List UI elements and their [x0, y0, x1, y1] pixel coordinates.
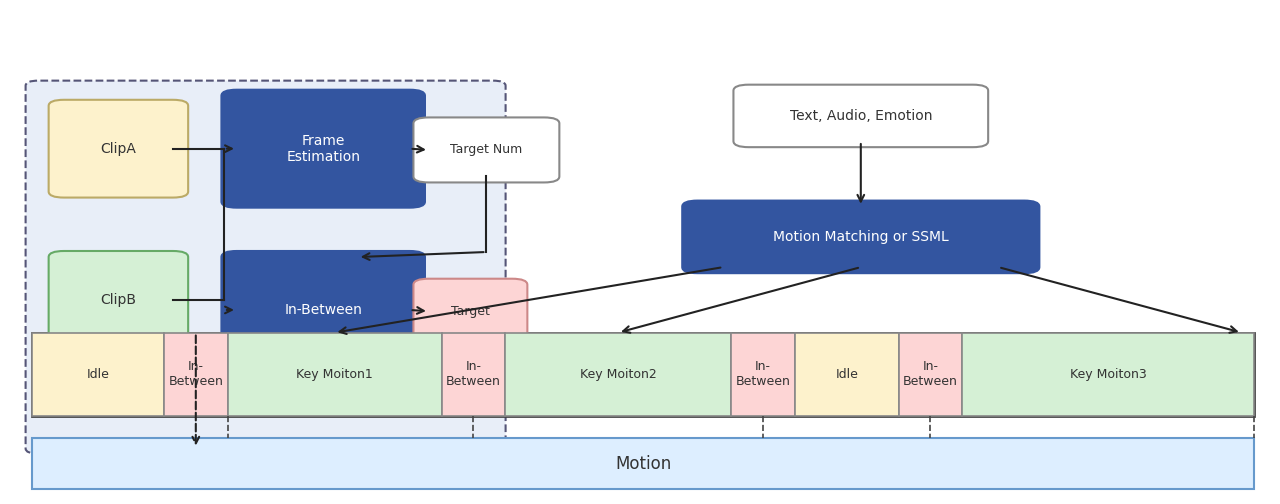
Text: ClipB: ClipB: [100, 293, 137, 307]
Text: Motion: Motion: [616, 455, 671, 473]
Text: In-
Between: In- Between: [736, 360, 791, 388]
Text: Idle: Idle: [836, 368, 858, 381]
Bar: [32, 438, 1254, 489]
FancyBboxPatch shape: [682, 201, 1039, 273]
Bar: [506, 333, 731, 416]
Bar: [32, 333, 164, 416]
Text: In-
Between: In- Between: [445, 360, 500, 388]
FancyBboxPatch shape: [26, 81, 506, 454]
FancyBboxPatch shape: [49, 100, 188, 198]
FancyBboxPatch shape: [221, 90, 425, 208]
Bar: [731, 333, 795, 416]
Text: In-
Between: In- Between: [902, 360, 957, 388]
Text: Text, Audio, Emotion: Text, Audio, Emotion: [790, 109, 932, 123]
Bar: [442, 333, 506, 416]
Text: Key Moiton2: Key Moiton2: [580, 368, 657, 381]
Text: ClipA: ClipA: [100, 142, 137, 156]
Text: Key Moiton3: Key Moiton3: [1070, 368, 1147, 381]
Bar: [795, 333, 899, 416]
Text: Motion Matching or SSML: Motion Matching or SSML: [773, 230, 948, 244]
Text: Target Num: Target Num: [451, 144, 522, 156]
Bar: [32, 333, 1254, 416]
FancyBboxPatch shape: [413, 279, 527, 344]
Bar: [899, 333, 963, 416]
FancyBboxPatch shape: [413, 117, 559, 182]
Text: In-Between: In-Between: [284, 303, 362, 317]
Text: Frame
Estimation: Frame Estimation: [287, 134, 360, 164]
Text: Target: Target: [451, 305, 490, 318]
Bar: [228, 333, 442, 416]
FancyBboxPatch shape: [49, 251, 188, 349]
Text: In-
Between: In- Between: [169, 360, 223, 388]
Text: Idle: Idle: [87, 368, 110, 381]
FancyBboxPatch shape: [221, 251, 425, 369]
Text: Key Moiton1: Key Moiton1: [296, 368, 372, 381]
Bar: [164, 333, 228, 416]
FancyBboxPatch shape: [733, 85, 988, 147]
Bar: [963, 333, 1254, 416]
